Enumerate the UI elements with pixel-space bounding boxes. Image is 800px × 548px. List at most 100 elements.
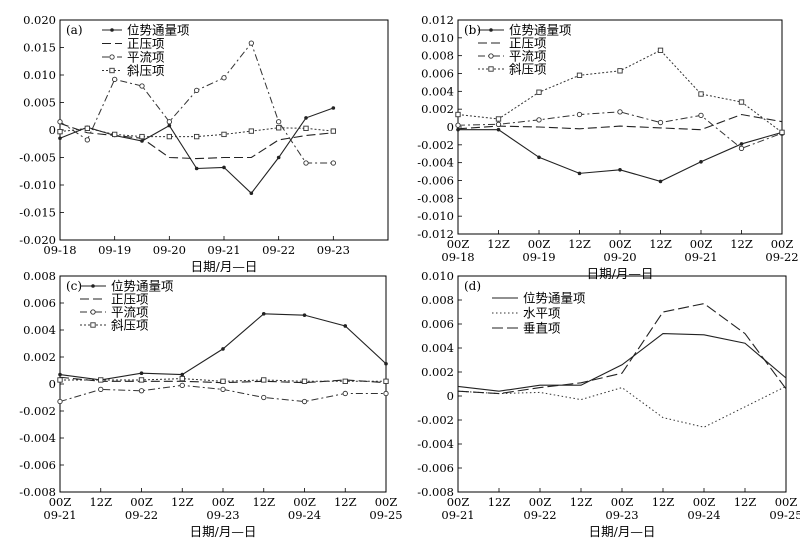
y-tick-label: 0.002 (23, 350, 56, 364)
legend-marker (110, 28, 114, 32)
data-point (455, 111, 461, 118)
y-tick-label: 0.008 (421, 49, 454, 63)
series-2 (59, 122, 334, 160)
data-point (658, 179, 663, 184)
series-line (457, 113, 783, 131)
x-tick-label: 09-20 (603, 250, 636, 264)
y-tick-label: -0.005 (19, 151, 56, 165)
x-tick-label: 00Z (293, 495, 316, 509)
data-point (384, 361, 388, 366)
y-tick-label: -0.010 (19, 178, 56, 192)
series-2 (457, 113, 783, 131)
series-3 (57, 382, 389, 405)
x-tick-label: 00Z (49, 495, 72, 509)
data-point (112, 76, 118, 83)
data-point (139, 371, 144, 376)
y-tick-label: 0.006 (23, 296, 56, 310)
y-tick-label: 0.006 (421, 67, 454, 81)
y-tick-label: 0 (447, 120, 454, 134)
data-point (57, 119, 63, 125)
x-tick-label: 12Z (334, 495, 357, 509)
chart-panel-2: -0.012 -0.010 -0.008 -0.006 -0.004 -0.002 0 0.0… (417, 13, 798, 281)
y-tick-label: -0.008 (19, 485, 56, 499)
data-point (331, 106, 336, 110)
legend-label: 斜压项 (111, 318, 149, 333)
data-point (194, 166, 199, 171)
x-tick-label: 09-18 (441, 250, 474, 264)
x-tick-label: 00Z (771, 237, 794, 251)
legend-marker (90, 322, 96, 328)
y-tick-label: -0.008 (417, 191, 454, 205)
y-tick-label: -0.006 (417, 461, 454, 475)
series-line (59, 122, 334, 160)
x-tick-label: 00Z (529, 495, 552, 509)
data-point (140, 139, 144, 143)
data-point (220, 386, 226, 393)
data-point (98, 377, 104, 383)
data-point (303, 125, 309, 132)
x-tick-label: 09-22 (523, 508, 556, 522)
series-1 (457, 333, 787, 392)
y-tick-label: -0.020 (19, 233, 56, 247)
x-axis-label: 日期/月—日 (191, 259, 258, 274)
x-tick-label: 00Z (528, 237, 551, 251)
data-point (618, 168, 622, 172)
data-point (330, 128, 336, 134)
y-tick-label: -0.012 (417, 227, 454, 241)
x-tick-label: 12Z (488, 495, 511, 509)
data-point (698, 91, 704, 97)
data-point (576, 111, 583, 118)
x-tick-label: 12Z (171, 495, 194, 509)
x-tick-label: 12Z (652, 495, 675, 509)
legend-label: 位势通量项 (111, 279, 174, 294)
y-tick-label: 0.020 (23, 13, 56, 27)
x-axis-label: 日期/月—日 (587, 266, 654, 281)
data-point (138, 377, 145, 383)
data-point (738, 99, 745, 105)
x-tick-label: 12Z (570, 495, 593, 509)
data-point (739, 142, 744, 146)
data-point (221, 75, 227, 81)
data-point (248, 40, 254, 46)
y-tick-label: 0.002 (421, 365, 454, 379)
chart-panel-4: -0.008 -0.006 -0.004 -0.002 0 0.002 0.004 0.006… (417, 269, 800, 539)
data-point (496, 127, 501, 132)
data-point (58, 372, 62, 377)
series-line (457, 49, 783, 133)
series-line (457, 333, 787, 392)
data-point (657, 119, 664, 126)
chart-panel-3: -0.008 -0.006 -0.004 -0.002 0 0.002 0.004 0.006… (19, 269, 402, 539)
series-3 (457, 303, 787, 395)
series-1 (456, 127, 784, 184)
series-1 (58, 312, 388, 382)
x-tick-label: 09-22 (765, 250, 798, 264)
y-tick-label: 0.010 (421, 269, 454, 283)
x-tick-label: 09-25 (369, 508, 402, 522)
y-tick-label: -0.010 (417, 209, 454, 223)
data-point (276, 155, 281, 160)
data-point (343, 324, 348, 328)
data-point (383, 390, 389, 397)
panel-label: (a) (66, 23, 83, 37)
legend-label: 位势通量项 (127, 23, 190, 38)
data-point (57, 398, 63, 405)
data-point (577, 171, 582, 176)
legend-label: 斜压项 (127, 63, 165, 78)
y-tick-label: 0.004 (421, 84, 454, 98)
x-tick-label: 00Z (775, 495, 798, 509)
x-tick-label: 09-21 (43, 508, 76, 522)
data-point (738, 145, 745, 152)
panel-label: (c) (66, 279, 82, 293)
data-point (303, 160, 309, 166)
x-tick-label: 00Z (130, 495, 153, 509)
y-tick-label: 0.012 (421, 13, 454, 27)
legend-marker (91, 284, 95, 288)
legend-label: 平流项 (509, 49, 547, 64)
series-line (59, 107, 334, 195)
x-tick-label: 09-24 (687, 508, 720, 522)
x-tick-label: 09-21 (207, 243, 240, 257)
data-point (617, 109, 623, 115)
legend-label: 正压项 (111, 292, 149, 307)
